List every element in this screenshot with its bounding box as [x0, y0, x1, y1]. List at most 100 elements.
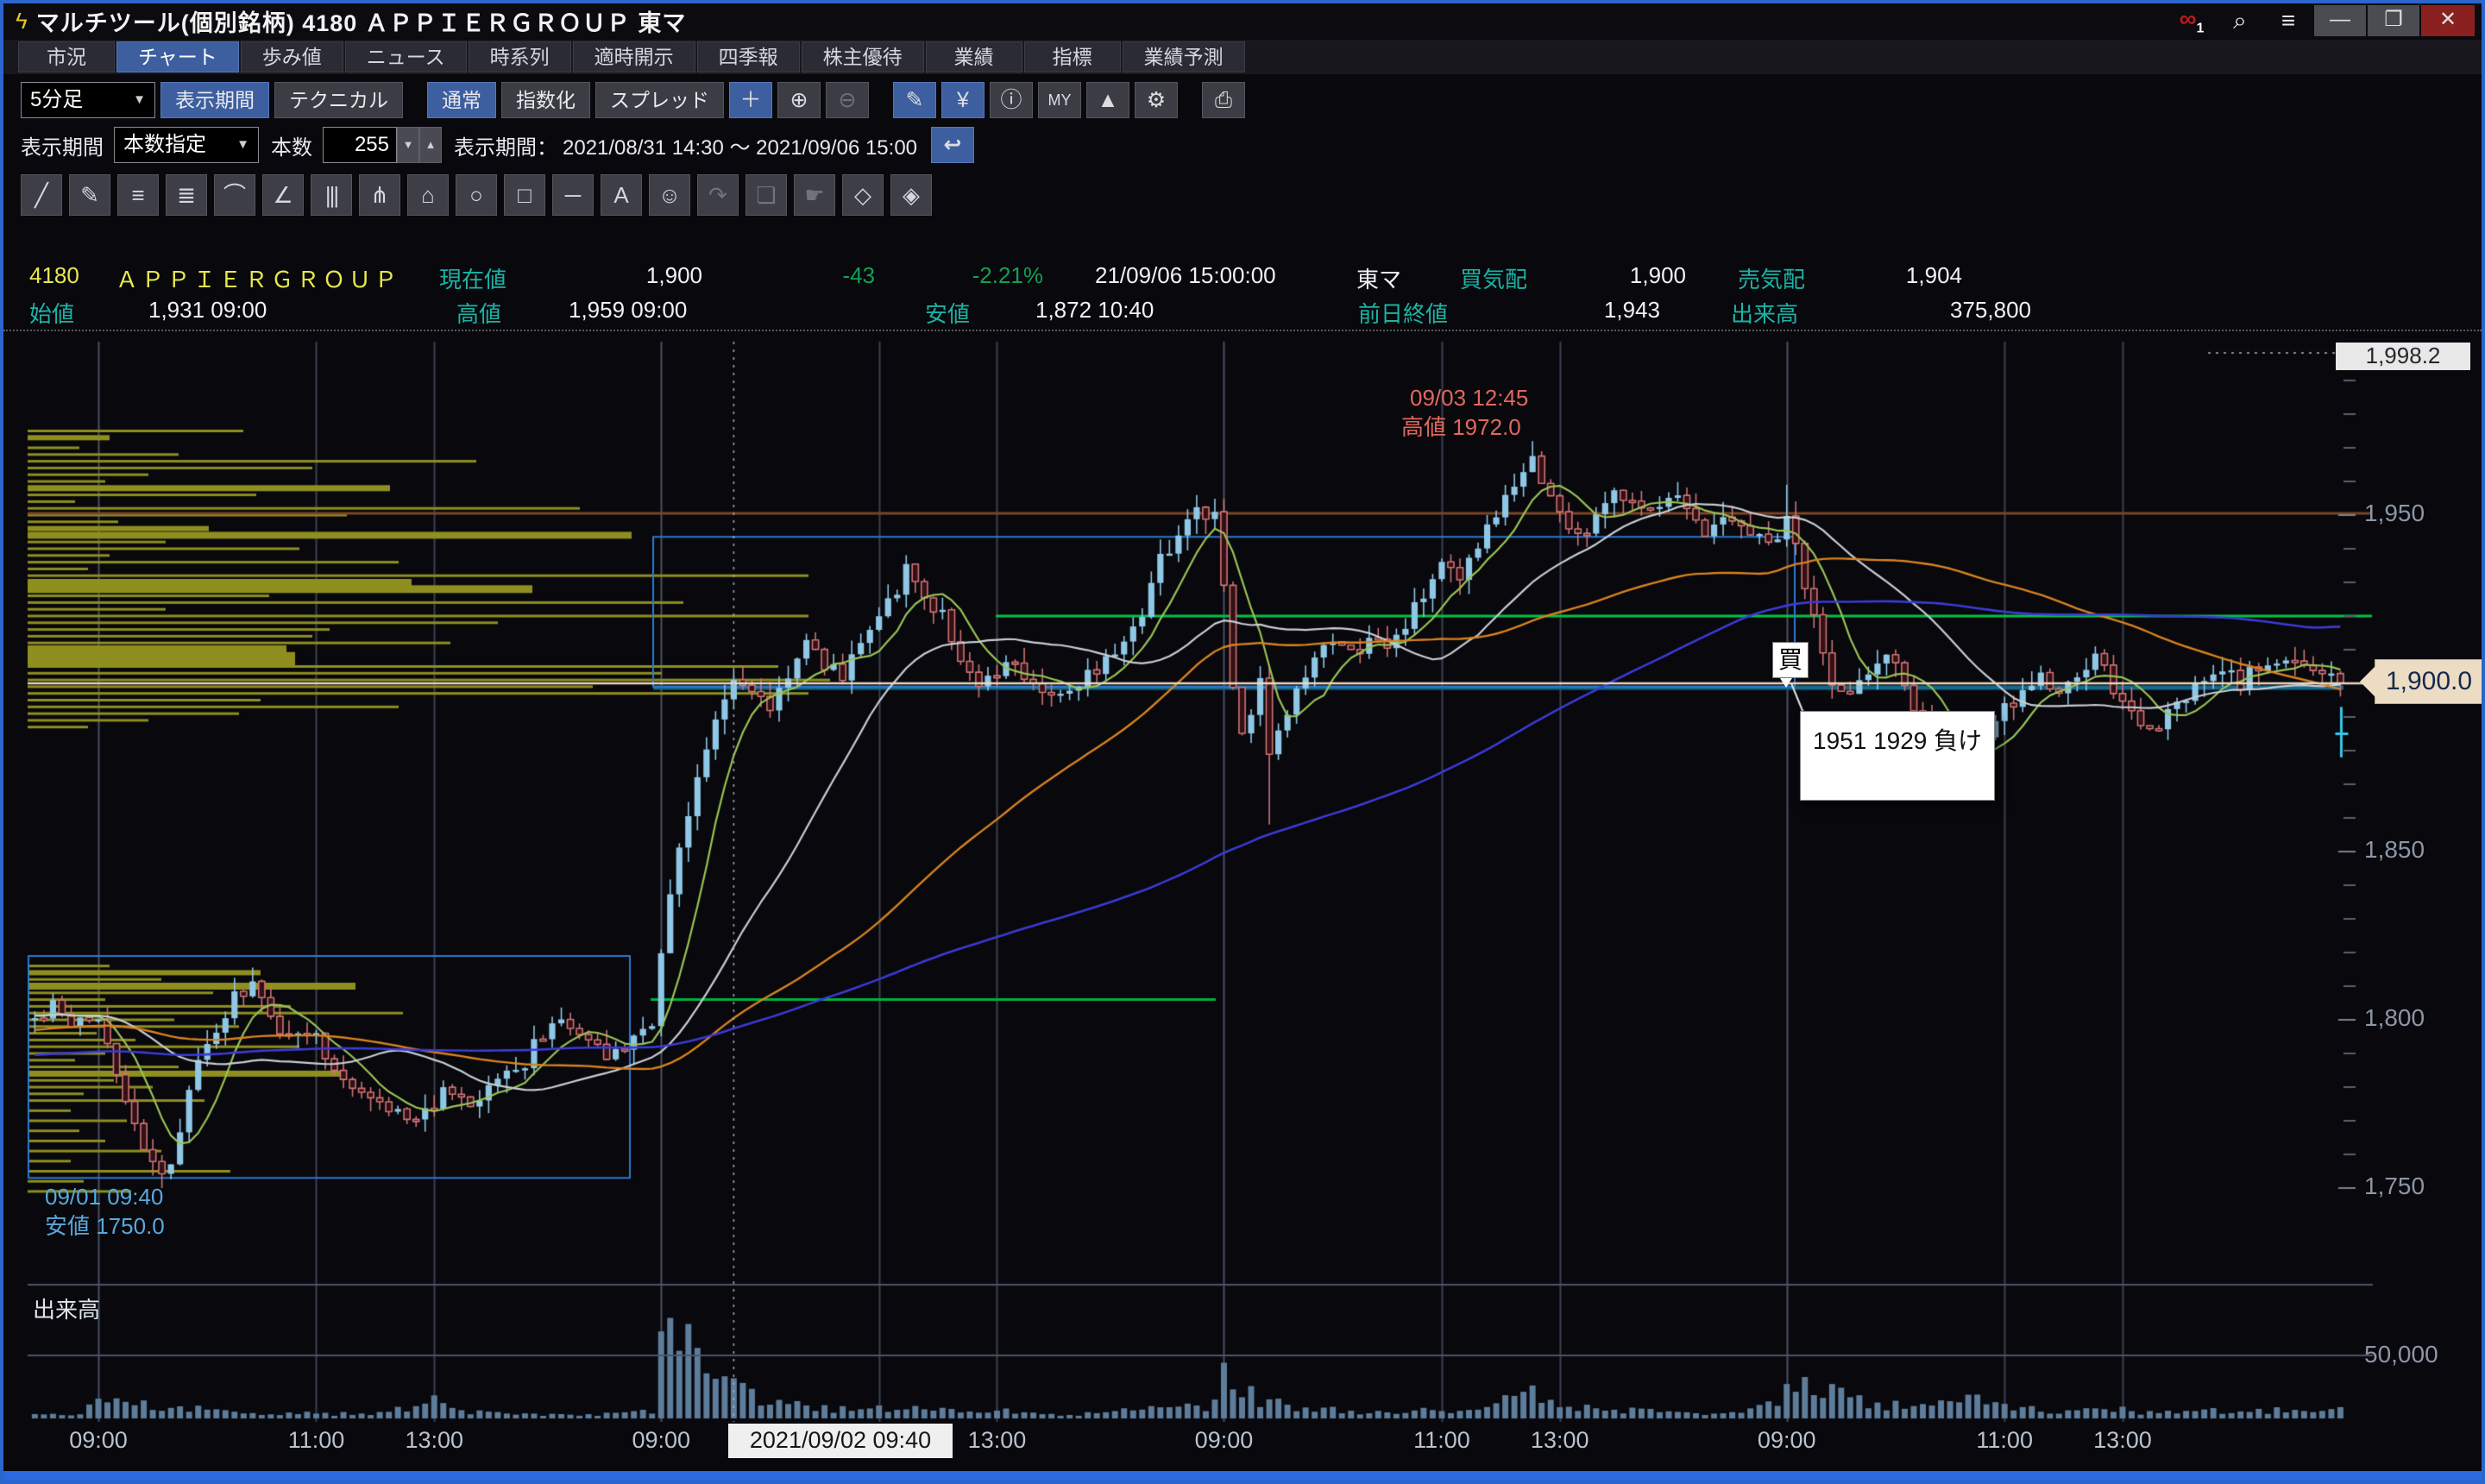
- bottom-border-strip: [3, 1471, 2482, 1481]
- toolbar-button-テクニカル[interactable]: テクニカル: [274, 82, 403, 118]
- high-label: 高値: [456, 301, 502, 327]
- info-icon[interactable]: ⓘ: [990, 82, 1033, 118]
- wrench-icon[interactable]: ⚙: [1135, 82, 1178, 118]
- count-input[interactable]: 255: [323, 127, 397, 163]
- copy-icon[interactable]: ❏: [746, 174, 787, 216]
- tab-ニュース[interactable]: ニュース: [344, 41, 467, 72]
- tab-業績[interactable]: 業績: [925, 41, 1022, 72]
- trendline-icon[interactable]: ╱: [21, 174, 62, 216]
- tab-歩み値[interactable]: 歩み値: [240, 41, 343, 72]
- y-axis-label-1850: 1,850: [2364, 836, 2425, 863]
- buy-trade-marker[interactable]: 買: [1772, 642, 1809, 688]
- hlines4-icon[interactable]: ≣: [166, 174, 207, 216]
- prevclose-label: 前日終値: [1358, 301, 1449, 327]
- search-icon[interactable]: ⌕: [2233, 6, 2247, 34]
- rectangle-icon[interactable]: □: [504, 174, 545, 216]
- eraser-icon[interactable]: ◇: [842, 174, 884, 216]
- count-label: 本数: [271, 135, 312, 160]
- volume-grid-label: 50,000: [2364, 1341, 2438, 1368]
- current-label: 現在値: [439, 267, 507, 292]
- x-axis-label: 13:00: [2093, 1427, 2152, 1453]
- fibo-arc-icon[interactable]: ⌒: [214, 174, 255, 216]
- pencil-line-icon[interactable]: ✎: [69, 174, 110, 216]
- volume-value: 375,800: [1950, 297, 2031, 323]
- high-value: 1,959 09:00: [569, 297, 688, 323]
- toolbar-button-指数化[interactable]: 指数化: [501, 82, 590, 118]
- x-axis-label: 11:00: [1976, 1427, 2033, 1453]
- x-axis-label: 09:00: [632, 1427, 691, 1453]
- tab-指標[interactable]: 指標: [1023, 41, 1121, 72]
- interval-select[interactable]: 5分足 ▼: [21, 82, 155, 118]
- note-arrow-icon[interactable]: ↷: [697, 174, 739, 216]
- toolbar-button-スプレッド[interactable]: スプレッド: [595, 82, 724, 118]
- current-price: 1,900: [645, 262, 702, 288]
- low-value: 1,872 10:40: [1035, 297, 1154, 323]
- drawing-toolbar: ╱ ✎ ≡ ≣ ⌒ ∠ ||| ⋔ ⌂ ○ □ ─ A ☺ ↷ ❏ ☛ ◇ ◈: [3, 173, 2482, 217]
- range-mode-select[interactable]: 本数指定 ▼: [114, 127, 259, 163]
- tab-時系列[interactable]: 時系列: [468, 41, 571, 72]
- area-chart-icon[interactable]: ▲: [1086, 82, 1129, 118]
- tab-チャート[interactable]: チャート: [116, 41, 239, 72]
- y-axis-label-1800: 1,800: [2364, 1004, 2425, 1031]
- bid-price: 1,900: [1629, 262, 1686, 288]
- reload-button[interactable]: ↩: [931, 127, 975, 163]
- zoom-out-icon[interactable]: ⊖: [826, 82, 869, 118]
- tab-株主優待[interactable]: 株主優待: [801, 41, 924, 72]
- count-up-button[interactable]: ▲: [419, 127, 442, 163]
- close-button[interactable]: ✕: [2421, 5, 2475, 36]
- tab-適時開示[interactable]: 適時開示: [572, 41, 695, 72]
- crosshair-icon[interactable]: ＋: [729, 82, 772, 118]
- minimize-button[interactable]: —: [2314, 5, 2366, 36]
- my-chart-icon[interactable]: MY: [1038, 82, 1081, 118]
- print-icon[interactable]: ⎙: [1202, 82, 1245, 118]
- stamp-icon[interactable]: ☺: [649, 174, 690, 216]
- fan-lines-icon[interactable]: ∠: [262, 174, 304, 216]
- price-change: -43: [842, 262, 875, 288]
- volume-pane-label: 出来高: [33, 1297, 101, 1323]
- low-annotation: 09/01 09:40 安値 1750.0: [45, 1184, 165, 1239]
- quote-separator: [3, 330, 2482, 331]
- stock-name: ＡＰＰＩＥＲＧＲＯＵＰ: [116, 267, 401, 292]
- price-change-pct: -2.21%: [972, 262, 1043, 288]
- toolbar-button-表示期間[interactable]: 表示期間: [160, 82, 269, 118]
- link-icon[interactable]: ∞1: [2179, 4, 2205, 36]
- tab-業績予測[interactable]: 業績予測: [1122, 41, 1245, 72]
- ellipse-icon[interactable]: ○: [456, 174, 497, 216]
- stock-code: 4180: [29, 262, 79, 288]
- pitchfork-icon[interactable]: ⋔: [359, 174, 400, 216]
- x-axis-label: 13:00: [1530, 1427, 1589, 1453]
- bid-label: 買気配: [1460, 267, 1528, 292]
- volume-label: 出来高: [1731, 301, 1799, 327]
- x-axis-label: 11:00: [1413, 1427, 1470, 1453]
- crosshair-price-badge: 1,900.0: [2360, 659, 2482, 704]
- yen-icon[interactable]: ¥: [941, 82, 985, 118]
- hlines3-icon[interactable]: ≡: [117, 174, 159, 216]
- restore-button[interactable]: ❐: [2368, 5, 2419, 36]
- pentagon-icon[interactable]: ⌂: [407, 174, 449, 216]
- range-value: 2021/08/31 14:30 ～ 2021/09/06 15:00: [563, 135, 918, 160]
- toolbar-button-通常[interactable]: 通常: [427, 82, 496, 118]
- tab-市況[interactable]: 市況: [18, 41, 115, 72]
- eraser-all-icon[interactable]: ◈: [890, 174, 932, 216]
- high-annotation: 09/03 12:45 高値 1972.0: [1401, 385, 1529, 440]
- text-icon[interactable]: A: [601, 174, 642, 216]
- x-axis-label: 11:00: [287, 1427, 345, 1453]
- hsegment-icon[interactable]: ─: [552, 174, 594, 216]
- tab-bar: 市況 チャート 歩み値 ニュース 時系列 適時開示 四季報 株主優待 業績 指標 業績予測: [3, 40, 2482, 74]
- x-axis-label: 09:00: [1757, 1427, 1816, 1453]
- menu-icon[interactable]: ≡: [2281, 7, 2296, 34]
- range-label: 表示期間：: [454, 135, 557, 160]
- low-label: 安値: [925, 301, 971, 327]
- vlines-icon[interactable]: |||: [311, 174, 352, 216]
- prevclose-value: 1,943: [1603, 297, 1660, 323]
- trade-tooltip: 1951 1929 負け: [1800, 711, 1995, 801]
- market-label: 東マ: [1356, 267, 1402, 292]
- pencil-icon[interactable]: ✎: [893, 82, 936, 118]
- price-chart-canvas[interactable]: [3, 338, 2482, 1472]
- tab-四季報[interactable]: 四季報: [696, 41, 800, 72]
- y-axis-label-1950: 1,950: [2364, 500, 2425, 526]
- zoom-in-icon[interactable]: ⊕: [777, 82, 821, 118]
- hand-icon[interactable]: ☛: [794, 174, 835, 216]
- count-down-button[interactable]: ▼: [397, 127, 419, 163]
